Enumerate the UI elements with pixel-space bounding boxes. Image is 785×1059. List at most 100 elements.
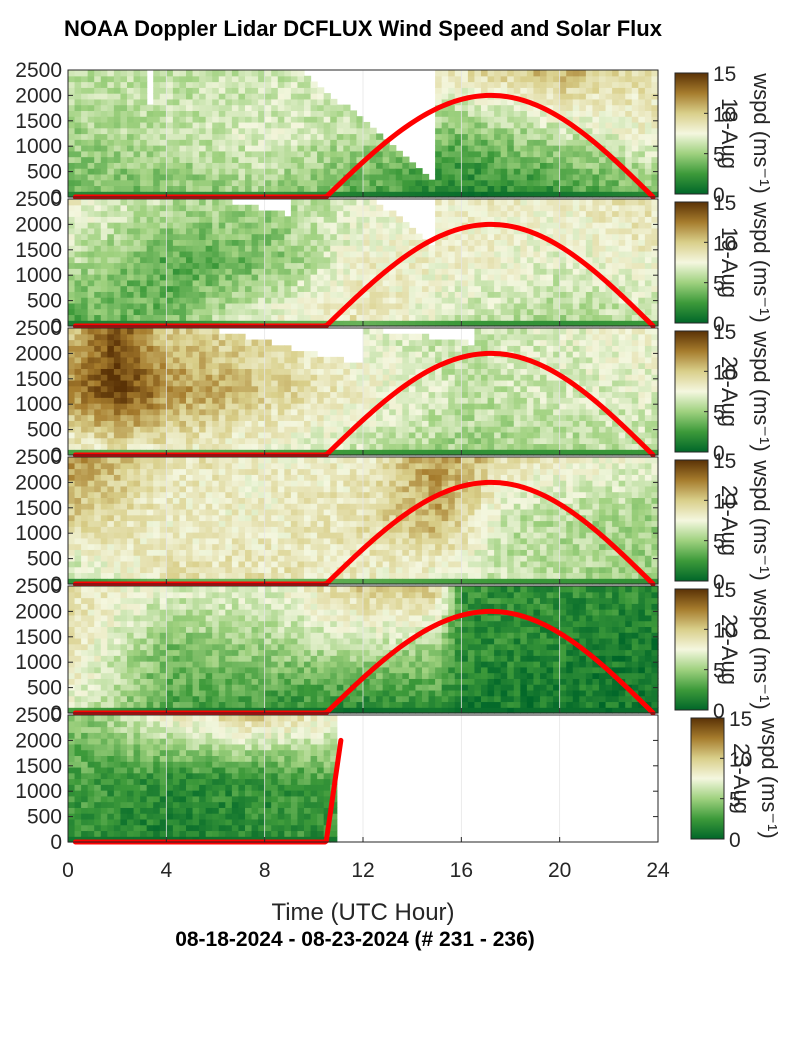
heatmap-cell [218, 368, 226, 375]
heatmap-cell [297, 104, 305, 112]
heatmap-cell [199, 110, 207, 117]
heatmap-cell [245, 320, 253, 327]
heatmap-cell [520, 302, 528, 310]
heatmap-cell [166, 110, 174, 117]
heatmap-cell [310, 168, 318, 175]
heatmap-cell [127, 239, 135, 246]
heatmap-cell [218, 268, 226, 275]
heatmap-cell [179, 274, 187, 281]
heatmap-cell [500, 274, 508, 281]
heatmap-cell [349, 397, 358, 404]
heatmap-cell [153, 403, 161, 410]
heatmap-cell [186, 191, 194, 198]
heatmap-cell [212, 368, 220, 375]
heatmap-cell [520, 87, 528, 94]
heatmap-cell [212, 385, 220, 393]
heatmap-cell [192, 227, 200, 235]
heatmap-cell [553, 139, 561, 146]
heatmap-cell [179, 268, 187, 275]
heatmap-cell [133, 351, 141, 358]
heatmap-cell [297, 420, 305, 427]
heatmap-cell [461, 150, 469, 158]
heatmap-cell [68, 285, 76, 292]
heatmap-cell [428, 339, 436, 346]
heatmap-cell [304, 297, 312, 304]
heatmap-cell [133, 385, 141, 393]
heatmap-cell [225, 308, 233, 316]
heatmap-cell [467, 168, 476, 175]
heatmap-cell [618, 139, 626, 146]
heatmap-cell [297, 408, 305, 416]
heatmap-cell [81, 173, 89, 181]
heatmap-cell [441, 379, 449, 387]
heatmap-cell [225, 121, 233, 129]
heatmap-cell [87, 285, 95, 292]
heatmap-cell [225, 75, 233, 83]
heatmap-cell [651, 70, 659, 77]
heatmap-cell [507, 81, 515, 88]
heatmap-cell [68, 250, 76, 258]
heatmap-cell [100, 443, 108, 450]
heatmap-cell [205, 426, 213, 433]
heatmap-cell [631, 156, 639, 163]
heatmap-cell [546, 156, 554, 163]
heatmap-cell [520, 75, 528, 83]
heatmap-cell [87, 279, 95, 287]
heatmap-cell [618, 308, 626, 316]
heatmap-cell [238, 133, 246, 140]
heatmap-cell [526, 110, 535, 117]
heatmap-cell [585, 314, 594, 321]
heatmap-cell [179, 374, 187, 381]
heatmap-cell [454, 104, 462, 112]
heatmap-cell [133, 379, 141, 387]
heatmap-cell [448, 75, 456, 83]
heatmap-cell [146, 216, 154, 223]
heatmap-cell [140, 314, 148, 321]
heatmap-cell [166, 397, 174, 404]
heatmap-cell [284, 250, 292, 258]
heatmap-cell [638, 133, 646, 140]
heatmap-cell [592, 256, 600, 264]
heatmap-cell [231, 75, 240, 83]
heatmap-cell [605, 239, 613, 246]
heatmap-cell [225, 93, 233, 100]
heatmap-cell [113, 210, 122, 217]
heatmap-cell [94, 173, 102, 181]
heatmap-cell [625, 239, 633, 246]
heatmap-cell [402, 374, 410, 381]
heatmap-cell [343, 127, 351, 135]
heatmap-cell [231, 110, 240, 117]
heatmap-cell [638, 222, 646, 229]
heatmap-cell [323, 391, 331, 398]
heatmap-cell [120, 156, 128, 163]
heatmap-cell [284, 262, 292, 269]
heatmap-cell [618, 133, 626, 140]
heatmap-cell [179, 314, 187, 321]
heatmap-cell [369, 204, 377, 212]
heatmap-cell [625, 127, 633, 135]
heatmap-cell [94, 437, 102, 445]
heatmap-cell [264, 385, 272, 393]
heatmap-cell [448, 443, 456, 450]
heatmap-cell [133, 339, 141, 346]
heatmap-cell [199, 397, 207, 404]
heatmap-cell [212, 145, 220, 152]
heatmap-cell [415, 333, 423, 341]
heatmap-cell [330, 139, 338, 146]
heatmap-cell [290, 403, 299, 410]
heatmap-cell [231, 368, 240, 375]
heatmap-cell [100, 98, 108, 106]
heatmap-cell [415, 291, 423, 298]
heatmap-cell [100, 256, 108, 264]
heatmap-cell [507, 297, 515, 304]
heatmap-cell [284, 191, 292, 198]
heatmap-cell [382, 262, 390, 269]
heatmap-cell [349, 179, 358, 187]
heatmap-cell [461, 116, 469, 123]
heatmap-cell [94, 116, 102, 123]
heatmap-cell [494, 262, 502, 269]
heatmap-cell [284, 351, 292, 358]
heatmap-cell [100, 222, 108, 229]
heatmap-cell [172, 449, 181, 456]
heatmap-cell [481, 279, 489, 287]
